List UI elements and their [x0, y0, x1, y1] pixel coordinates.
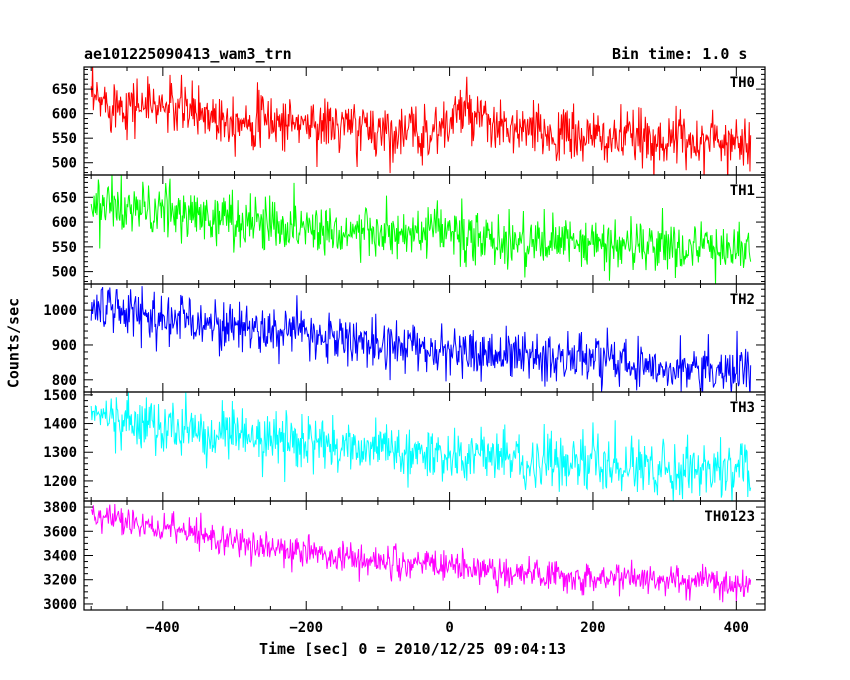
y-tick-label-th2: 900: [52, 338, 77, 354]
x-tick-label: 200: [580, 620, 605, 636]
panel-label-th0123: TH0123: [704, 509, 755, 525]
y-tick-label-th3: 1300: [43, 445, 77, 461]
y-tick-label-th0123: 3000: [43, 597, 77, 613]
y-tick-label-th0: 650: [52, 82, 77, 98]
y-tick-label-th3: 1400: [43, 417, 77, 433]
y-tick-label-th3: 1500: [43, 388, 77, 404]
x-tick-label: −200: [289, 620, 323, 636]
x-tick-label: −400: [146, 620, 180, 636]
y-tick-label-th0123: 3400: [43, 549, 77, 565]
y-tick-label-th0123: 3200: [43, 573, 77, 589]
series-line-th1: [90, 175, 752, 284]
panel-label-th3: TH3: [730, 400, 755, 416]
panel-frame-th0123: [83, 500, 766, 611]
y-tick-label-th0123: 3600: [43, 524, 77, 540]
x-tick-label: 0: [445, 620, 453, 636]
series-line-th0123: [90, 503, 752, 603]
y-tick-label-th1: 600: [52, 215, 77, 231]
series-line-th2: [90, 286, 752, 392]
y-tick-label-th0: 550: [52, 131, 77, 147]
chart-title: ae101225090413_wam3_trn: [84, 45, 292, 63]
y-tick-label-th0123: 3800: [43, 500, 77, 516]
y-tick-label-th0: 600: [52, 107, 77, 123]
y-tick-label-th1: 650: [52, 190, 77, 206]
panel-label-th0: TH0: [730, 75, 755, 91]
panel-label-th2: TH2: [730, 292, 755, 308]
y-tick-label-th2: 800: [52, 373, 77, 389]
y-tick-label-th0: 500: [52, 156, 77, 172]
bin-time-label: Bin time: 1.0 s: [612, 45, 748, 63]
y-tick-label-th2: 1000: [43, 303, 77, 319]
y-tick-label-th1: 550: [52, 240, 77, 256]
y-tick-label-th1: 500: [52, 265, 77, 281]
y-tick-label-th3: 1200: [43, 474, 77, 490]
x-tick-label: 400: [724, 620, 749, 636]
x-axis-label: Time [sec] 0 = 2010/12/25 09:04:13: [259, 640, 567, 658]
panel-label-th1: TH1: [730, 183, 755, 199]
series-line-th3: [90, 392, 752, 501]
series-line-th0: [90, 67, 752, 175]
